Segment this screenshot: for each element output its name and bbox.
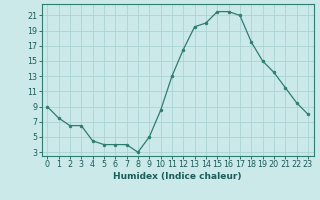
X-axis label: Humidex (Indice chaleur): Humidex (Indice chaleur) — [113, 172, 242, 181]
